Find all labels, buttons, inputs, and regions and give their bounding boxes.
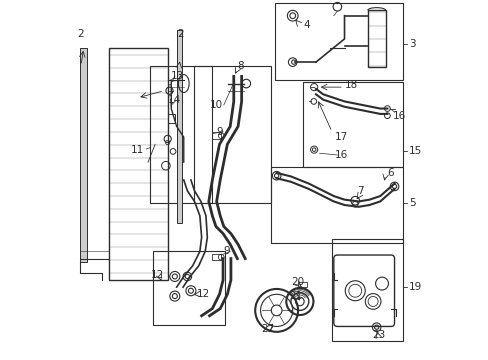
Bar [153,251,224,325]
Text: 3: 3 [408,39,415,49]
Bar [331,239,403,341]
Text: 4: 4 [303,19,310,30]
Bar [274,3,403,80]
Bar [80,48,86,262]
Text: 13: 13 [170,71,183,81]
Bar [167,114,175,123]
Text: 10: 10 [209,100,223,110]
Text: 12: 12 [150,270,163,280]
Text: 8: 8 [237,61,244,71]
Text: 23: 23 [371,330,384,341]
Bar [271,167,403,243]
Bar [367,10,385,67]
Text: 18: 18 [345,80,358,90]
Bar [303,82,403,167]
Bar [212,132,221,139]
Text: 15: 15 [408,147,421,157]
Text: 6: 6 [386,168,393,178]
Text: 16: 16 [392,111,406,121]
Text: 11: 11 [130,145,143,155]
Text: 2: 2 [78,28,84,39]
Text: 2: 2 [177,28,183,39]
Bar [149,66,212,203]
Bar [212,254,221,260]
Text: 1: 1 [167,84,174,94]
Text: 20: 20 [291,277,304,287]
Text: 21: 21 [289,291,302,301]
Bar [298,282,306,287]
Text: 7: 7 [357,186,363,196]
Text: 5: 5 [408,198,415,208]
Text: 12: 12 [196,289,210,298]
Bar [108,48,167,280]
Text: 16: 16 [334,150,347,160]
Bar [176,30,182,223]
Text: 9: 9 [223,247,230,256]
Text: 19: 19 [408,282,421,292]
Text: 22: 22 [261,324,274,334]
Text: 14: 14 [168,95,181,105]
Text: 9: 9 [216,127,223,137]
Text: 17: 17 [334,132,347,142]
Bar [194,66,271,203]
